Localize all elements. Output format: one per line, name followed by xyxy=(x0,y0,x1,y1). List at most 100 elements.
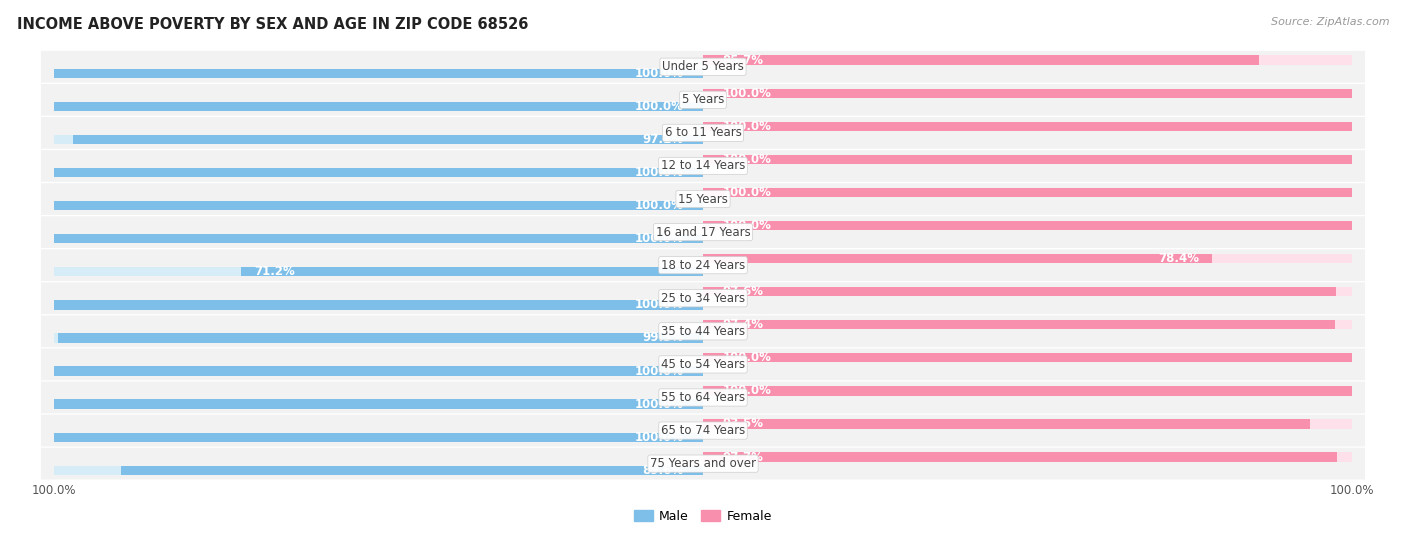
Bar xyxy=(703,452,1337,462)
Bar xyxy=(703,419,1353,429)
Text: 100.0%: 100.0% xyxy=(634,67,683,80)
Bar xyxy=(53,135,703,144)
FancyBboxPatch shape xyxy=(41,117,1365,149)
Bar xyxy=(703,287,1353,296)
Text: 100.0%: 100.0% xyxy=(723,153,772,166)
Text: Source: ZipAtlas.com: Source: ZipAtlas.com xyxy=(1271,17,1389,27)
Text: 65 to 74 Years: 65 to 74 Years xyxy=(661,424,745,437)
Legend: Male, Female: Male, Female xyxy=(630,505,776,528)
FancyBboxPatch shape xyxy=(41,183,1365,215)
Text: 75 Years and over: 75 Years and over xyxy=(650,457,756,470)
Bar xyxy=(703,254,1212,263)
Bar xyxy=(53,333,703,343)
Text: 100.0%: 100.0% xyxy=(634,166,683,179)
Text: 35 to 44 Years: 35 to 44 Years xyxy=(661,325,745,338)
FancyBboxPatch shape xyxy=(41,315,1365,347)
Bar xyxy=(53,234,703,243)
Bar xyxy=(53,102,703,111)
Bar xyxy=(703,155,1353,164)
Text: 71.2%: 71.2% xyxy=(254,266,295,278)
FancyBboxPatch shape xyxy=(41,51,1365,83)
Text: 97.7%: 97.7% xyxy=(723,451,763,463)
Bar xyxy=(703,386,1353,396)
FancyBboxPatch shape xyxy=(41,448,1365,480)
Bar xyxy=(121,466,703,475)
Text: 100.0%: 100.0% xyxy=(634,232,683,245)
Bar xyxy=(703,55,1353,65)
Bar xyxy=(53,433,703,442)
Bar xyxy=(53,400,703,409)
Bar xyxy=(53,400,703,409)
Text: 85.7%: 85.7% xyxy=(723,54,763,67)
Bar xyxy=(53,69,703,78)
Text: 100.0%: 100.0% xyxy=(634,364,683,377)
FancyBboxPatch shape xyxy=(41,216,1365,248)
Bar xyxy=(703,419,1310,429)
Bar xyxy=(703,221,1353,230)
Bar xyxy=(703,320,1353,329)
Bar xyxy=(53,366,703,376)
Text: INCOME ABOVE POVERTY BY SEX AND AGE IN ZIP CODE 68526: INCOME ABOVE POVERTY BY SEX AND AGE IN Z… xyxy=(17,17,529,32)
FancyBboxPatch shape xyxy=(41,382,1365,413)
FancyBboxPatch shape xyxy=(41,415,1365,447)
Bar xyxy=(53,234,703,243)
Bar xyxy=(53,168,703,177)
Text: 100.0%: 100.0% xyxy=(634,199,683,212)
Bar xyxy=(703,353,1353,362)
Bar xyxy=(53,69,703,78)
Bar xyxy=(240,267,703,277)
Bar xyxy=(703,386,1353,396)
Text: 97.4%: 97.4% xyxy=(723,318,763,331)
Text: 93.5%: 93.5% xyxy=(723,418,763,430)
Bar xyxy=(73,135,703,144)
Bar xyxy=(703,55,1260,65)
Text: 99.3%: 99.3% xyxy=(643,331,683,344)
FancyBboxPatch shape xyxy=(41,282,1365,314)
Bar xyxy=(53,102,703,111)
FancyBboxPatch shape xyxy=(41,348,1365,380)
Text: 97.1%: 97.1% xyxy=(643,133,683,146)
Bar xyxy=(59,333,703,343)
FancyBboxPatch shape xyxy=(41,150,1365,182)
Text: 5 Years: 5 Years xyxy=(682,93,724,106)
Bar xyxy=(53,300,703,310)
Bar xyxy=(703,188,1353,197)
Text: 12 to 14 Years: 12 to 14 Years xyxy=(661,159,745,173)
Bar xyxy=(53,168,703,177)
Bar xyxy=(703,353,1353,362)
Text: 97.6%: 97.6% xyxy=(723,285,763,298)
Bar xyxy=(703,88,1353,98)
Text: 25 to 34 Years: 25 to 34 Years xyxy=(661,292,745,305)
Text: 100.0%: 100.0% xyxy=(723,219,772,232)
Text: 100.0%: 100.0% xyxy=(634,397,683,411)
Text: 78.4%: 78.4% xyxy=(1159,252,1199,265)
Bar xyxy=(53,267,703,277)
Text: 45 to 54 Years: 45 to 54 Years xyxy=(661,358,745,371)
Text: 100.0%: 100.0% xyxy=(723,351,772,364)
Bar xyxy=(703,122,1353,131)
Bar xyxy=(53,300,703,310)
Text: 16 and 17 Years: 16 and 17 Years xyxy=(655,226,751,239)
Text: 100.0%: 100.0% xyxy=(634,299,683,311)
Bar xyxy=(703,155,1353,164)
Text: 15 Years: 15 Years xyxy=(678,192,728,206)
Text: 18 to 24 Years: 18 to 24 Years xyxy=(661,259,745,272)
Bar xyxy=(53,201,703,210)
Text: 100.0%: 100.0% xyxy=(723,186,772,199)
Text: Under 5 Years: Under 5 Years xyxy=(662,60,744,73)
Bar xyxy=(703,254,1353,263)
Bar xyxy=(53,366,703,376)
Bar xyxy=(53,433,703,442)
Text: 6 to 11 Years: 6 to 11 Years xyxy=(665,126,741,139)
Text: 100.0%: 100.0% xyxy=(723,87,772,100)
Text: 89.6%: 89.6% xyxy=(643,464,683,477)
FancyBboxPatch shape xyxy=(41,249,1365,281)
Bar xyxy=(53,466,703,475)
Text: 100.0%: 100.0% xyxy=(723,385,772,397)
Bar xyxy=(703,287,1337,296)
Text: 100.0%: 100.0% xyxy=(634,100,683,113)
Bar xyxy=(703,88,1353,98)
Bar xyxy=(703,452,1353,462)
Text: 100.0%: 100.0% xyxy=(32,484,76,497)
Text: 100.0%: 100.0% xyxy=(1330,484,1374,497)
